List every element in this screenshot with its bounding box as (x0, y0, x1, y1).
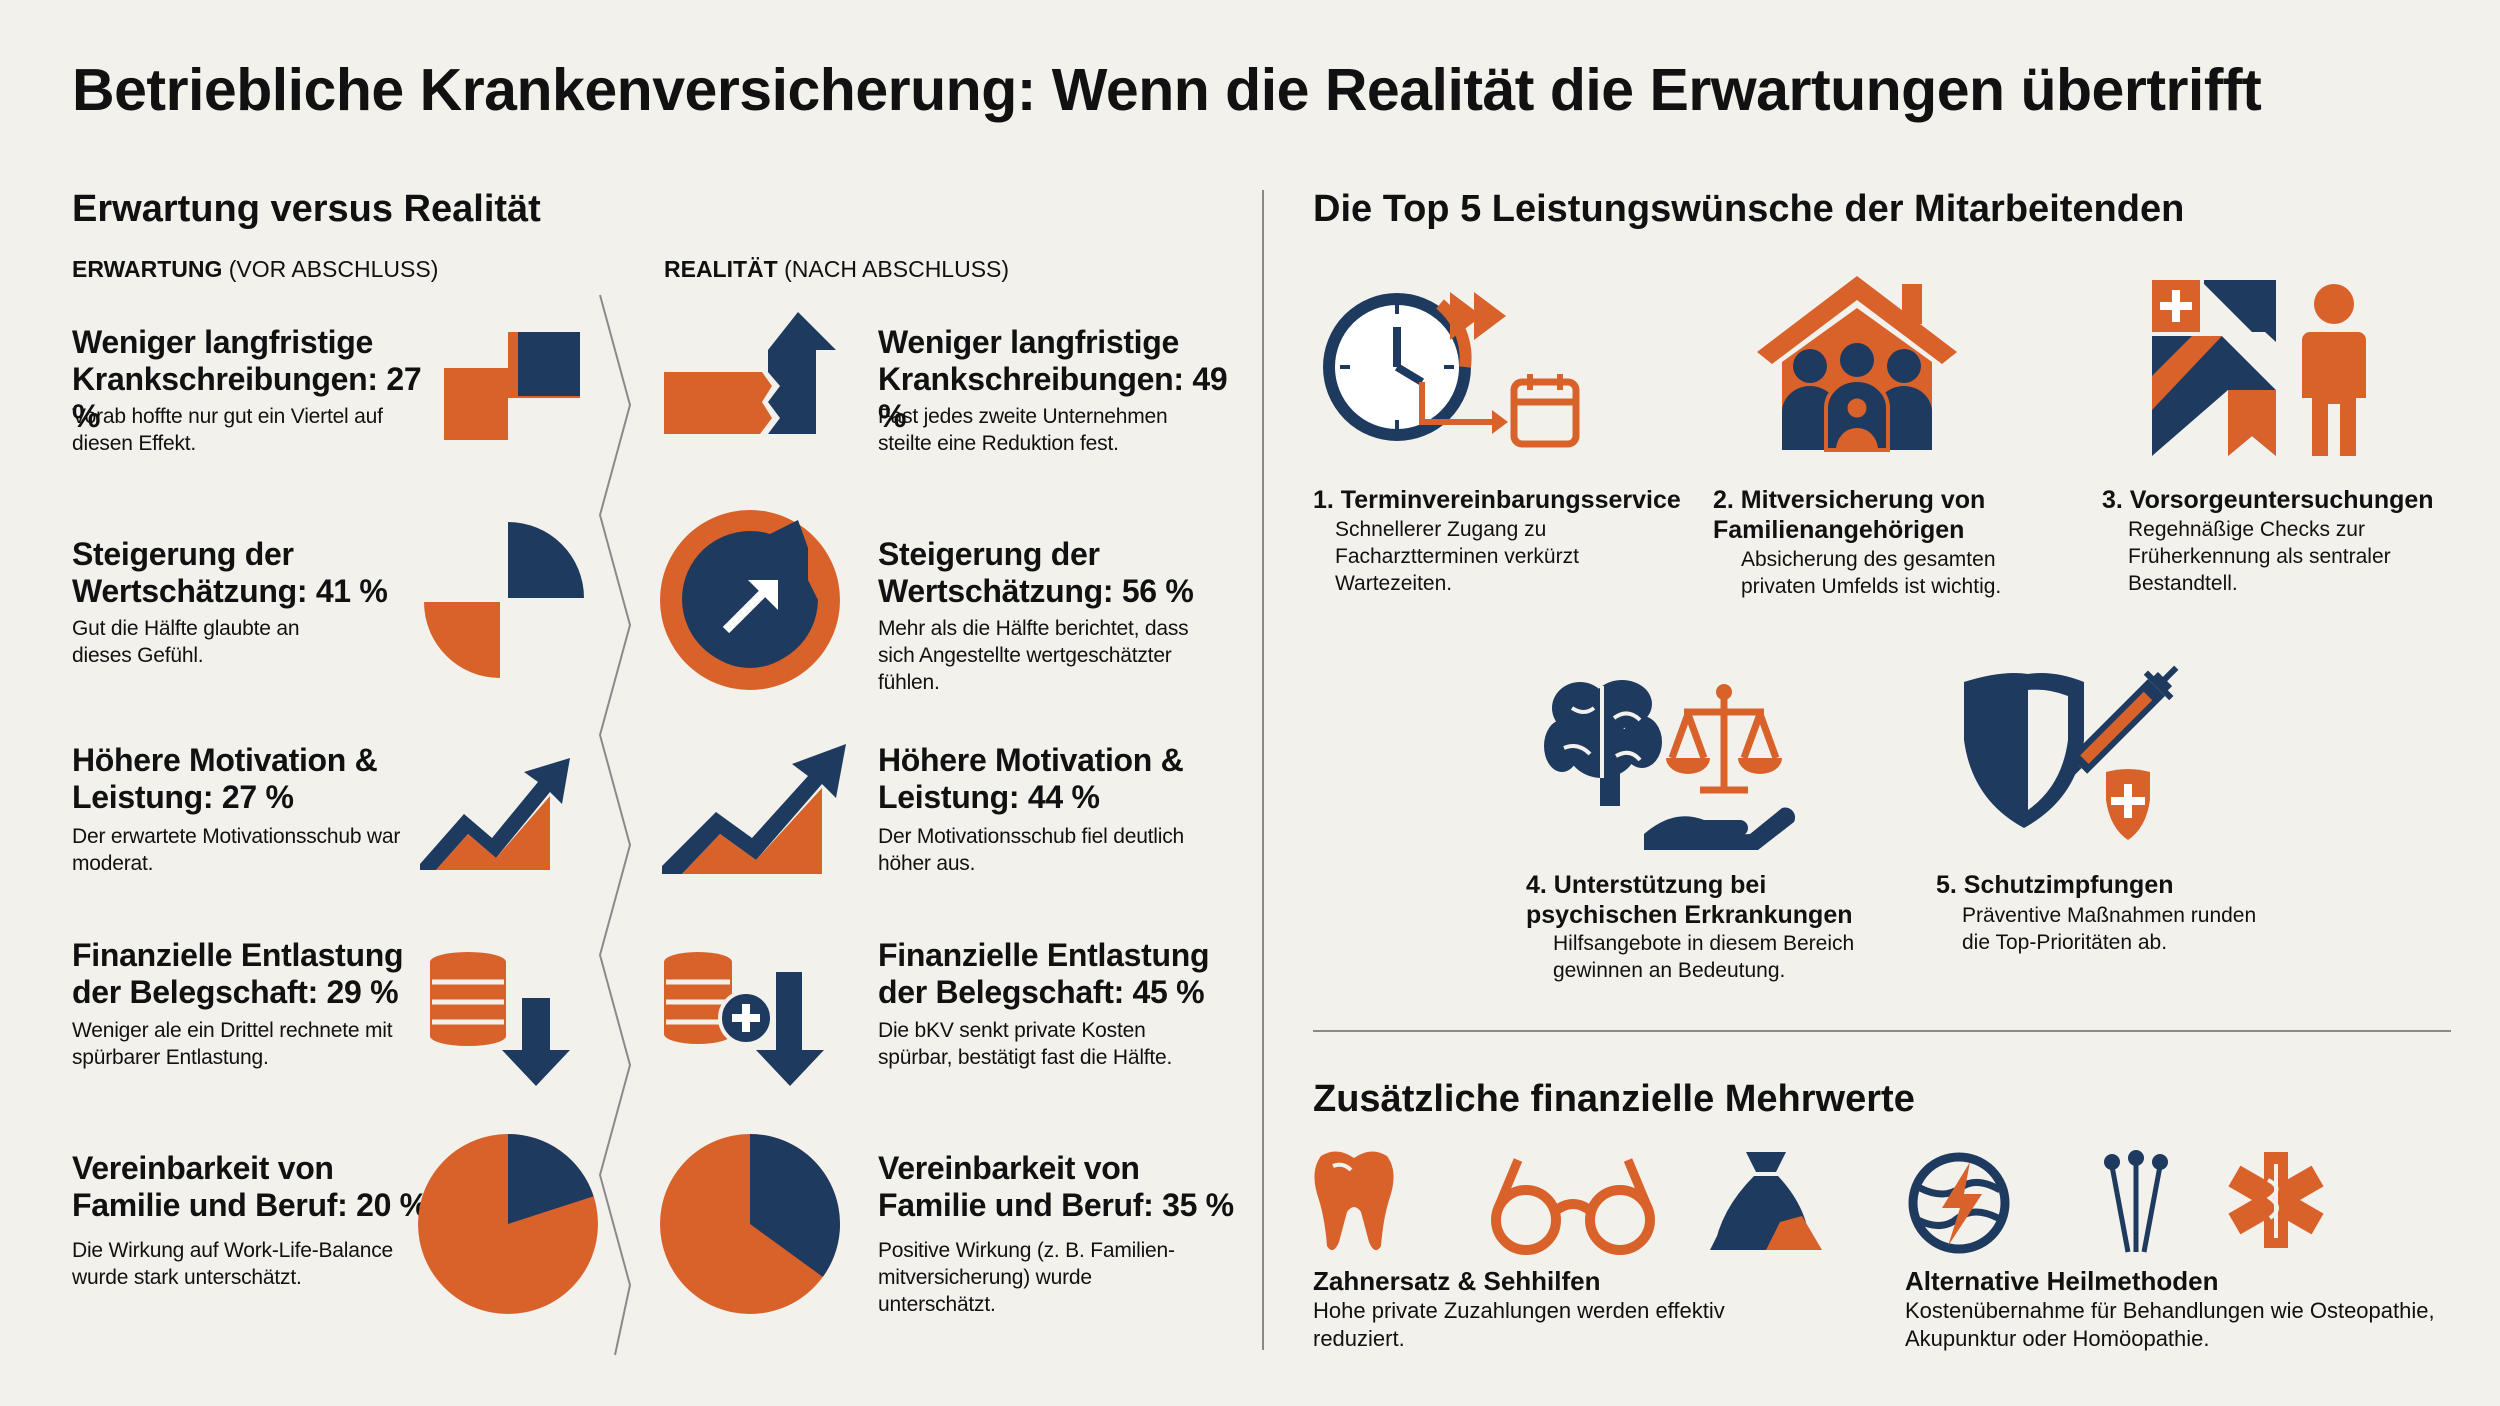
arrow-up-icon (664, 312, 836, 434)
service-title: 3. Vorsorgeuntersuchungen (2102, 486, 2434, 514)
reality-item-desc: Fast jedes zweite Unternehmen steilte ei… (878, 405, 1168, 455)
trend-up-icon (662, 744, 846, 874)
service-desc: Schnellerer Zugang zu Facharztterminen v… (1335, 518, 1579, 595)
extra-title: Zahnersatz & Sehhilfen (1313, 1266, 1601, 1296)
expectation-item-desc: Die Wirkung auf Work-Life-Balance wurde … (72, 1239, 393, 1289)
reality-item-desc: Mehr als die Hälfte berichtet, dass sich… (878, 617, 1189, 694)
service-desc: Präventive Maßnahmen runden die Top-Prio… (1962, 904, 2257, 954)
pie-icon (660, 1134, 840, 1314)
trend-up-icon (420, 758, 570, 870)
service-desc: Absicherung des gesamten privaten Umfeld… (1741, 548, 2002, 598)
extras-section-title: Zusätzliche finanzielle Mehrwerte (1313, 1078, 1915, 1120)
expectation-item-title: Weniger langfristige Krankschreibungen: … (72, 324, 422, 434)
section-divider (1313, 1030, 2451, 1032)
money-bag-icon (1710, 1152, 1822, 1250)
acupuncture-needles-icon (2104, 1150, 2168, 1253)
quarter-circles-icon (424, 522, 584, 678)
star-of-life-icon (2228, 1152, 2324, 1248)
pie-icon (418, 1134, 598, 1314)
extra-desc: Kostenübernahme für Behandlungen wie Ost… (1905, 1298, 2435, 1351)
expectation-item-desc: Gut die Hälfte glaubte an dieses Gefühl. (72, 617, 300, 667)
energy-circle-icon (1908, 1152, 2010, 1254)
clock-calendar-icon (1323, 292, 1580, 448)
comparison-section-title: Erwartung versus Realität (72, 188, 541, 230)
service-title: 5. Schutzimpfungen (1936, 871, 2174, 899)
service-title: 2. Mitversicherung von Familienangehörig… (1713, 486, 1986, 544)
reality-item-desc: Die bKV senkt private Kosten spürbar, be… (878, 1019, 1173, 1069)
shield-syringe-icon (1964, 665, 2179, 840)
squares-icon (444, 332, 580, 440)
coins-down-icon (430, 952, 570, 1086)
brain-scale-hand-icon (1544, 680, 1796, 850)
reality-item-title: Vereinbarkeit von Familie und Beruf: 35 … (878, 1150, 1234, 1223)
zigzag-divider (598, 294, 632, 1356)
expectation-item-desc: Der erwartete Motivationsschub war moder… (72, 825, 401, 875)
extra-title: Alternative Heilmethoden (1905, 1266, 2219, 1296)
tooth-icon (1314, 1151, 1394, 1251)
reality-item-desc: Positive Wirkung (z. B. Familien-mitvers… (878, 1239, 1175, 1316)
expectation-item-title: Höhere Motivation & Leistung: 27 % (72, 742, 378, 815)
expectation-item-desc: Weniger ale ein Drittel rechnete mit spü… (72, 1019, 393, 1069)
page-title: Betriebliche Krankenversicherung: Wenn d… (72, 57, 2262, 123)
service-desc: Hilfsangebote in diesem Bereich gewinnen… (1553, 932, 1855, 982)
service-title: 1. Terminvereinbarungsservice (1313, 486, 1681, 514)
reality-item-title: Finanzielle Entlastung der Belegschaft: … (878, 937, 1210, 1010)
family-house-icon (1757, 276, 1957, 452)
service-title: 4. Unterstützung bei psychischen Erkrank… (1526, 871, 1853, 929)
expectation-item-title: Vereinbarkeit von Familie und Beruf: 20 … (72, 1150, 428, 1223)
reality-item-title: Höhere Motivation & Leistung: 44 % (878, 742, 1184, 815)
service-desc: Regehnäßige Checks zur Früherkennung als… (2128, 518, 2391, 595)
column-divider (1262, 190, 1264, 1350)
circle-arrow-icon (660, 510, 840, 690)
coins-plus-icon (664, 952, 824, 1086)
top5-section-title: Die Top 5 Leistungswünsche der Mitarbeit… (1313, 188, 2185, 230)
expectation-item-title: Finanzielle Entlastung der Belegschaft: … (72, 937, 404, 1010)
expectation-item-title: Steigerung der Wertschätzung: 41 % (72, 536, 388, 609)
expectation-item-desc: Vorab hoffte nur gut ein Viertel auf die… (72, 405, 383, 455)
reality-item-desc: Der Motivationsschub fiel deutlich höher… (878, 825, 1185, 875)
expectation-column-header: ERWARTUNG (VOR ABSCHLUSS) (72, 256, 439, 282)
medical-person-icon (2152, 280, 2366, 456)
glasses-icon (1491, 1158, 1655, 1255)
reality-item-title: Steigerung der Wertschätzung: 56 % (878, 536, 1194, 609)
reality-item-title: Weniger langfristige Krankschreibungen: … (878, 324, 1228, 434)
reality-column-header: REALITÄT (NACH ABSCHLUSS) (664, 256, 1010, 282)
extra-desc: Hohe private Zuzahlungen werden effektiv… (1313, 1298, 1725, 1351)
